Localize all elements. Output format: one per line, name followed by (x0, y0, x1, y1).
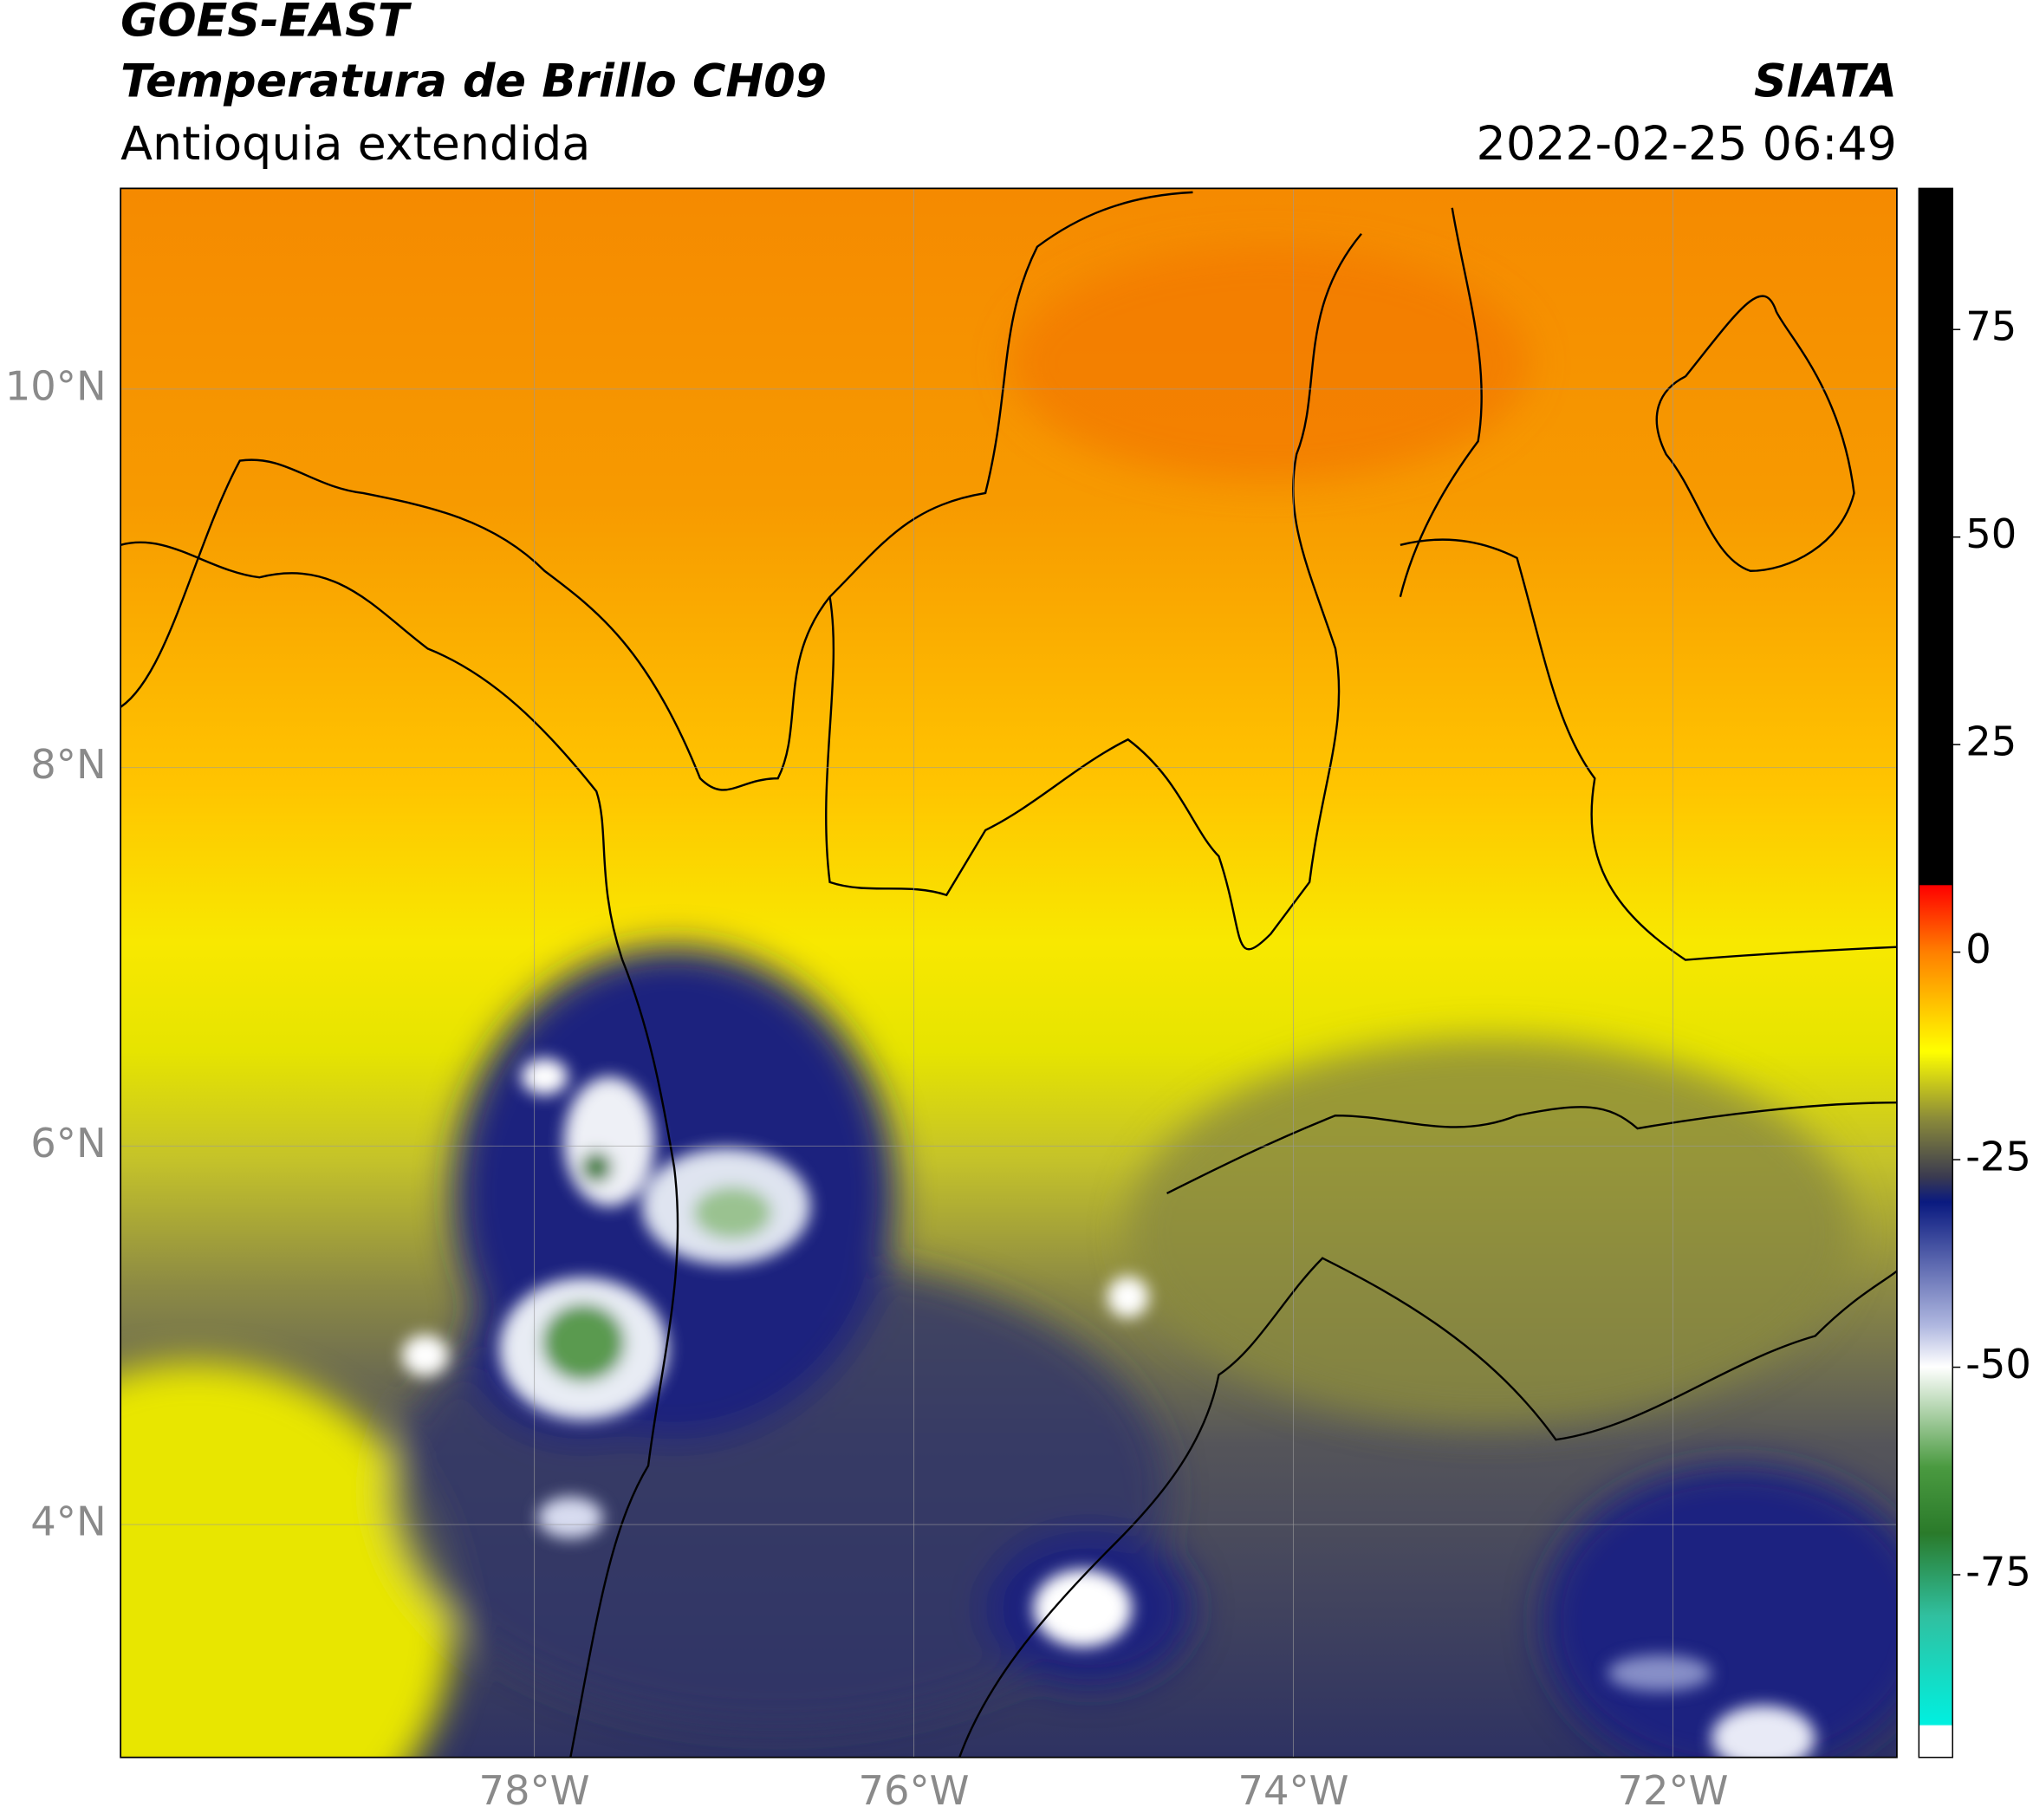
lon-tick-label: 78°W (479, 1767, 590, 1814)
subtitle: Temperatura de Brillo CH09 (120, 55, 827, 108)
colorbar-tick-label: 50 (1965, 510, 2017, 557)
colorbar-tick-label: 0 (1965, 926, 1991, 972)
source: SIATA (1754, 55, 1897, 108)
gridlines (120, 188, 1897, 1758)
colorbar (1918, 187, 1953, 1758)
lat-tick-label: 4°N (30, 1498, 106, 1545)
lat-tick-label: 10°N (5, 362, 107, 409)
colorbar-tick-label: -25 (1965, 1134, 2031, 1180)
colorbar-tick-label: 25 (1965, 718, 2017, 765)
datetime: 2022-02-25 06:49 (1477, 116, 1897, 171)
imagery (120, 188, 1897, 1758)
lat-tick-label: 6°N (30, 1120, 106, 1167)
colorbar-tick-label: -50 (1965, 1341, 2031, 1388)
colorbar-tick-label: -75 (1965, 1549, 2031, 1596)
region: Antioquia extendida (120, 116, 590, 171)
title: GOES-EAST (120, 0, 412, 47)
colorbar-tick-label: 75 (1965, 303, 2017, 350)
map-frame (120, 187, 1898, 1758)
lon-tick-label: 76°W (858, 1767, 969, 1814)
lon-tick-label: 72°W (1617, 1767, 1728, 1814)
lat-tick-label: 8°N (30, 741, 106, 788)
lon-tick-label: 74°W (1237, 1767, 1348, 1814)
coastlines (120, 191, 1897, 1758)
